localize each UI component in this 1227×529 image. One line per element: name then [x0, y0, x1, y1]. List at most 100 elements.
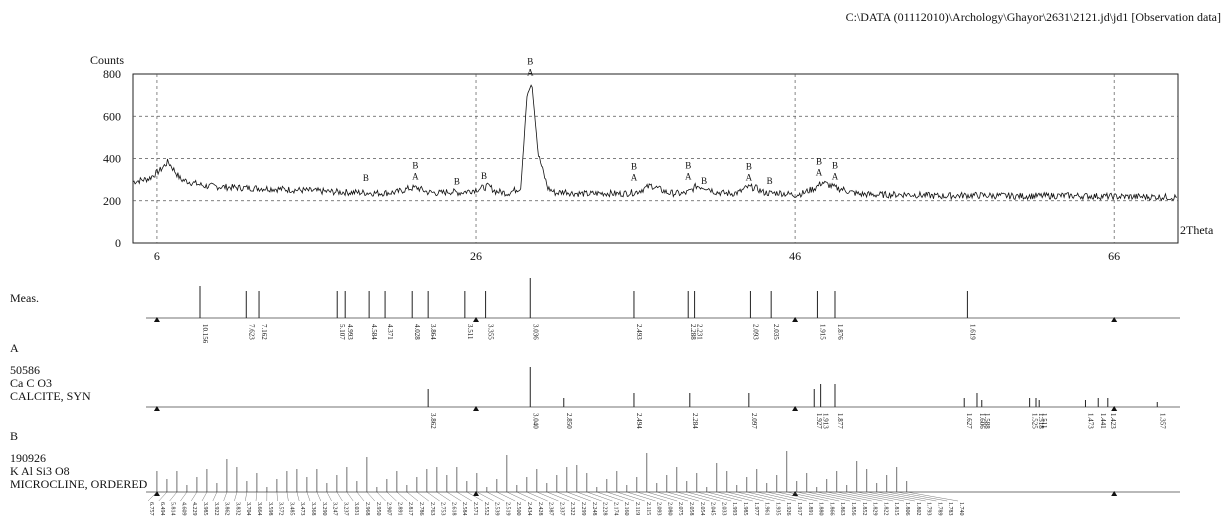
d-spacing-label: 1.863 [839, 502, 845, 516]
d-spacing-label: 1.740 [958, 502, 964, 516]
leader-line [816, 491, 861, 502]
phase-a-formula: Ca C O3 [10, 376, 52, 390]
d-spacing-label: 2.968 [364, 502, 370, 516]
leader-line [656, 491, 689, 502]
peak-label: A [412, 172, 419, 182]
d-spacing-label: 1.511 [1040, 413, 1048, 429]
d-spacing-label: 2.322 [569, 502, 575, 516]
d-spacing-label: 5.107 [338, 324, 346, 340]
d-spacing-label: 3.572 [278, 502, 284, 516]
d-spacing-label: 1.927 [815, 413, 823, 429]
d-spacing-label: 2.907 [386, 502, 392, 516]
position-marker [153, 317, 160, 322]
d-spacing-label: 1.473 [1086, 413, 1094, 429]
d-spacing-label: 1.829 [872, 502, 878, 516]
d-spacing-label: 1.423 [1109, 413, 1117, 429]
d-spacing-label: 2.093 [751, 324, 759, 340]
leader-line [386, 491, 397, 502]
d-spacing-label: 3.985 [202, 502, 208, 516]
phase-b-code: 190926 [10, 451, 46, 465]
d-spacing-label: 2.174 [612, 502, 618, 516]
d-spacing-label: 2.035 [772, 324, 780, 340]
d-spacing-label: 2.054 [699, 502, 705, 516]
d-spacing-label: 2.160 [623, 502, 629, 516]
leader-line [158, 491, 168, 502]
leader-line [746, 491, 786, 502]
d-spacing-label: 2.097 [750, 413, 758, 429]
leader-line [786, 491, 829, 502]
d-spacing-label: 1.985 [742, 502, 748, 516]
d-spacing-label: 3.862 [429, 413, 437, 429]
leader-line [366, 491, 375, 502]
d-spacing-label: 1.891 [807, 502, 813, 516]
d-spacing-label: 1.866 [828, 502, 834, 516]
leader-line [436, 491, 451, 502]
leader-line [906, 491, 959, 502]
d-spacing-label: 7.162 [260, 324, 268, 340]
leader-line [886, 491, 937, 502]
leader-line [646, 491, 678, 502]
peak-label: A [527, 68, 534, 78]
leader-line [516, 491, 537, 502]
position-marker [473, 317, 480, 322]
y-tick-label: 800 [103, 67, 121, 81]
d-spacing-label: 2.284 [691, 413, 699, 429]
leader-line [766, 491, 807, 502]
d-spacing-label: 1.913 [822, 413, 830, 429]
peak-label: B [481, 171, 487, 181]
leader-line [286, 491, 289, 502]
d-spacing-label: 1.815 [893, 502, 899, 516]
leader-line [416, 491, 429, 502]
d-spacing-label: 1.961 [764, 502, 770, 516]
leader-line [466, 491, 483, 502]
position-marker [153, 491, 160, 496]
d-spacing-label: 4.229 [191, 502, 197, 516]
d-spacing-label: 1.806 [904, 502, 910, 516]
leader-line [426, 491, 440, 502]
leader-line [686, 491, 721, 502]
leader-line [626, 491, 656, 502]
phase-a-letter: A [10, 341, 19, 355]
d-spacing-label: 3.473 [299, 502, 305, 516]
d-spacing-label: 2.115 [645, 502, 651, 515]
d-spacing-label: 2.519 [504, 502, 510, 516]
phase-a-name: CALCITE, SYN [10, 389, 91, 403]
peak-label: B [767, 176, 773, 186]
leader-line [456, 491, 473, 502]
x-axis-label: 2Theta [1180, 223, 1214, 237]
d-spacing-label: 2.850 [565, 413, 573, 429]
peak-label: A [816, 167, 823, 177]
x-tick-label: 46 [789, 249, 801, 263]
phase-a-code: 50586 [10, 363, 40, 377]
d-spacing-label: 1.876 [836, 324, 844, 340]
peak-label: B [454, 176, 460, 186]
d-spacing-label: 3.485 [288, 502, 294, 516]
d-spacing-label: 2.428 [537, 502, 543, 516]
file-path-title: C:\DATA (01112010)\Archology\Ghayor\2631… [845, 10, 1221, 24]
phase-b-formula: K Al Si3 O8 [10, 464, 70, 478]
leader-line [856, 491, 905, 502]
leader-line [255, 491, 258, 502]
leader-line [446, 491, 462, 502]
leader-line [234, 491, 238, 502]
leader-line [169, 491, 178, 502]
leader-line [316, 491, 321, 502]
x-tick-label: 6 [154, 249, 160, 263]
leader-line [736, 491, 775, 502]
leader-line [526, 491, 548, 502]
d-spacing-label: 2.950 [375, 502, 381, 516]
leader-line [696, 491, 732, 502]
peak-label: A [685, 172, 692, 182]
d-spacing-label: 1.926 [785, 502, 791, 516]
leader-line [666, 491, 699, 502]
peak-label: B [412, 161, 418, 171]
d-spacing-label: 1.525 [1031, 413, 1039, 429]
d-spacing-label: 2.539 [494, 502, 500, 516]
leader-line [406, 491, 419, 502]
d-spacing-label: 3.040 [531, 413, 539, 429]
leader-line [180, 491, 188, 502]
leader-line [556, 491, 581, 502]
leader-line [212, 491, 218, 502]
y-tick-label: 400 [103, 152, 121, 166]
